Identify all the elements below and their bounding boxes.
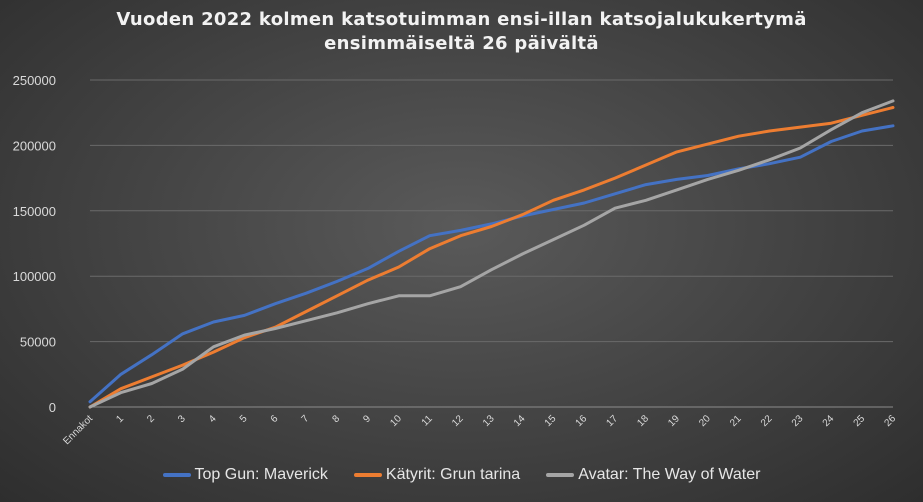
y-tick-label: 0 — [49, 400, 56, 415]
y-tick-label: 100000 — [13, 269, 56, 284]
x-tick-label: 21 — [728, 413, 744, 429]
y-tick-label: 150000 — [13, 204, 56, 219]
x-tick-label: 7 — [300, 413, 312, 425]
legend-label: Avatar: The Way of Water — [578, 466, 761, 483]
legend-label: Top Gun: Maverick — [194, 466, 328, 483]
x-tick-label: 23 — [790, 413, 806, 429]
x-tick-label: 1 — [114, 413, 126, 425]
legend-item-2: Kätyrit: Grun tarina — [353, 466, 521, 484]
x-tick-label: 5 — [238, 413, 250, 425]
x-tick-label: 8 — [330, 413, 342, 425]
x-tick-label: 6 — [269, 413, 281, 425]
x-tick-label: 17 — [605, 413, 621, 429]
x-tick-label: 22 — [759, 413, 775, 429]
x-tick-label: 2 — [145, 413, 157, 425]
x-tick-label: 4 — [207, 413, 219, 425]
chart-title-line-1: Vuoden 2022 kolmen katsotuimman ensi-ill… — [116, 9, 807, 30]
series-line-3 — [88, 99, 895, 409]
chart-title: Vuoden 2022 kolmen katsotuimman ensi-ill… — [0, 8, 923, 56]
legend-item-1: Top Gun: Maverick — [162, 466, 328, 484]
x-tick-label: 14 — [512, 413, 528, 429]
x-tick-label: 13 — [481, 413, 497, 429]
x-tick-label: 10 — [388, 413, 404, 429]
x-tick-label: 26 — [882, 413, 898, 429]
x-tick-label: 20 — [697, 413, 713, 429]
x-tick-label: 11 — [420, 413, 435, 428]
x-tick-label: 12 — [450, 413, 466, 429]
y-tick-label: 50000 — [20, 335, 56, 350]
x-tick-label: 15 — [543, 413, 559, 429]
legend-swatch — [353, 473, 382, 477]
legend-item-3: Avatar: The Way of Water — [546, 466, 760, 484]
chart-title-line-2: ensimmäiseltä 26 päivältä — [324, 33, 599, 54]
legend-swatch — [162, 473, 191, 477]
y-tick-label: 250000 — [13, 73, 56, 88]
x-tick-label: 18 — [635, 413, 651, 429]
x-tick-label: 3 — [176, 413, 188, 425]
x-tick-label: 24 — [821, 413, 837, 429]
x-tick-label: 9 — [361, 413, 373, 425]
x-tick-label: 25 — [852, 413, 868, 429]
series-line-2 — [88, 106, 895, 409]
legend-label: Kätyrit: Grun tarina — [385, 466, 521, 483]
x-tick-label: 16 — [574, 413, 590, 429]
legend-swatch — [546, 473, 575, 477]
x-tick-label: Ennakot — [61, 413, 95, 447]
chart-legend: Top Gun: Maverick Kätyrit: Grun tarina Ava… — [0, 466, 923, 484]
series-line-1 — [88, 124, 895, 404]
x-tick-label: 19 — [666, 413, 682, 429]
y-tick-label: 200000 — [13, 138, 56, 153]
